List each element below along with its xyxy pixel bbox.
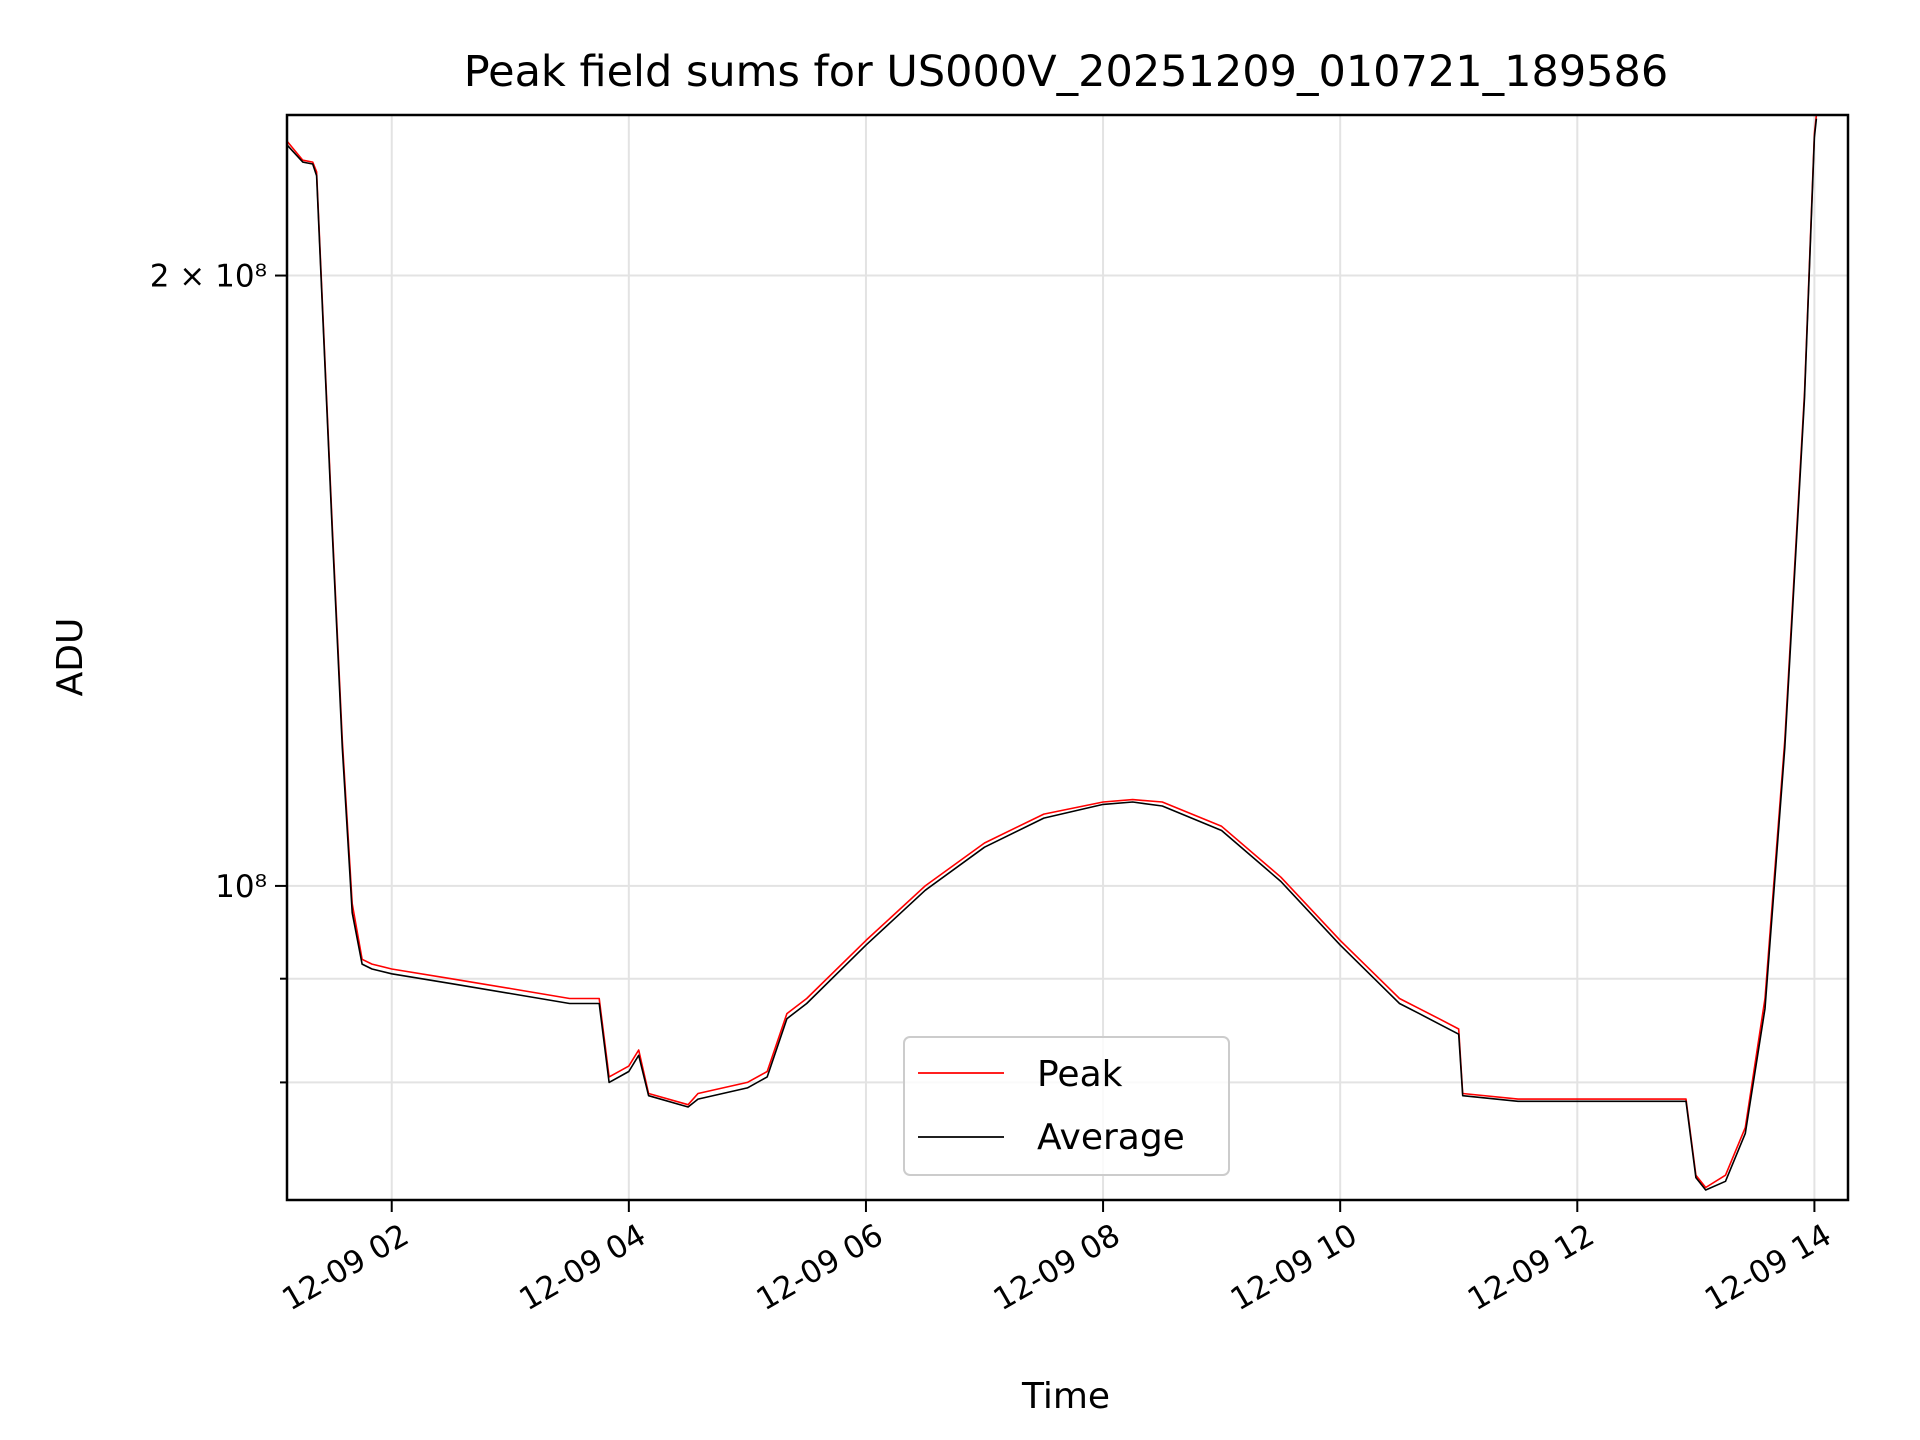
legend-label-peak: Peak [1037, 1054, 1123, 1095]
y-tick-label: 10⁸ [215, 869, 267, 905]
y-axis-label: ADU [50, 618, 91, 697]
series-layer [286, 114, 1818, 1191]
series-line-average [286, 118, 1818, 1191]
y-tick-label: 2 × 10⁸ [150, 259, 267, 295]
x-axis-label: Time [1021, 1376, 1110, 1417]
legend-label-average: Average [1037, 1117, 1185, 1158]
legend: Peak Average [903, 1036, 1230, 1176]
chart-title: Peak field sums for US000V_20251209_0107… [464, 47, 1669, 97]
plot-frame [285, 113, 1850, 1202]
legend-box [903, 1036, 1230, 1176]
y-axis: 10⁸ 2 × 10⁸ [150, 259, 287, 1084]
